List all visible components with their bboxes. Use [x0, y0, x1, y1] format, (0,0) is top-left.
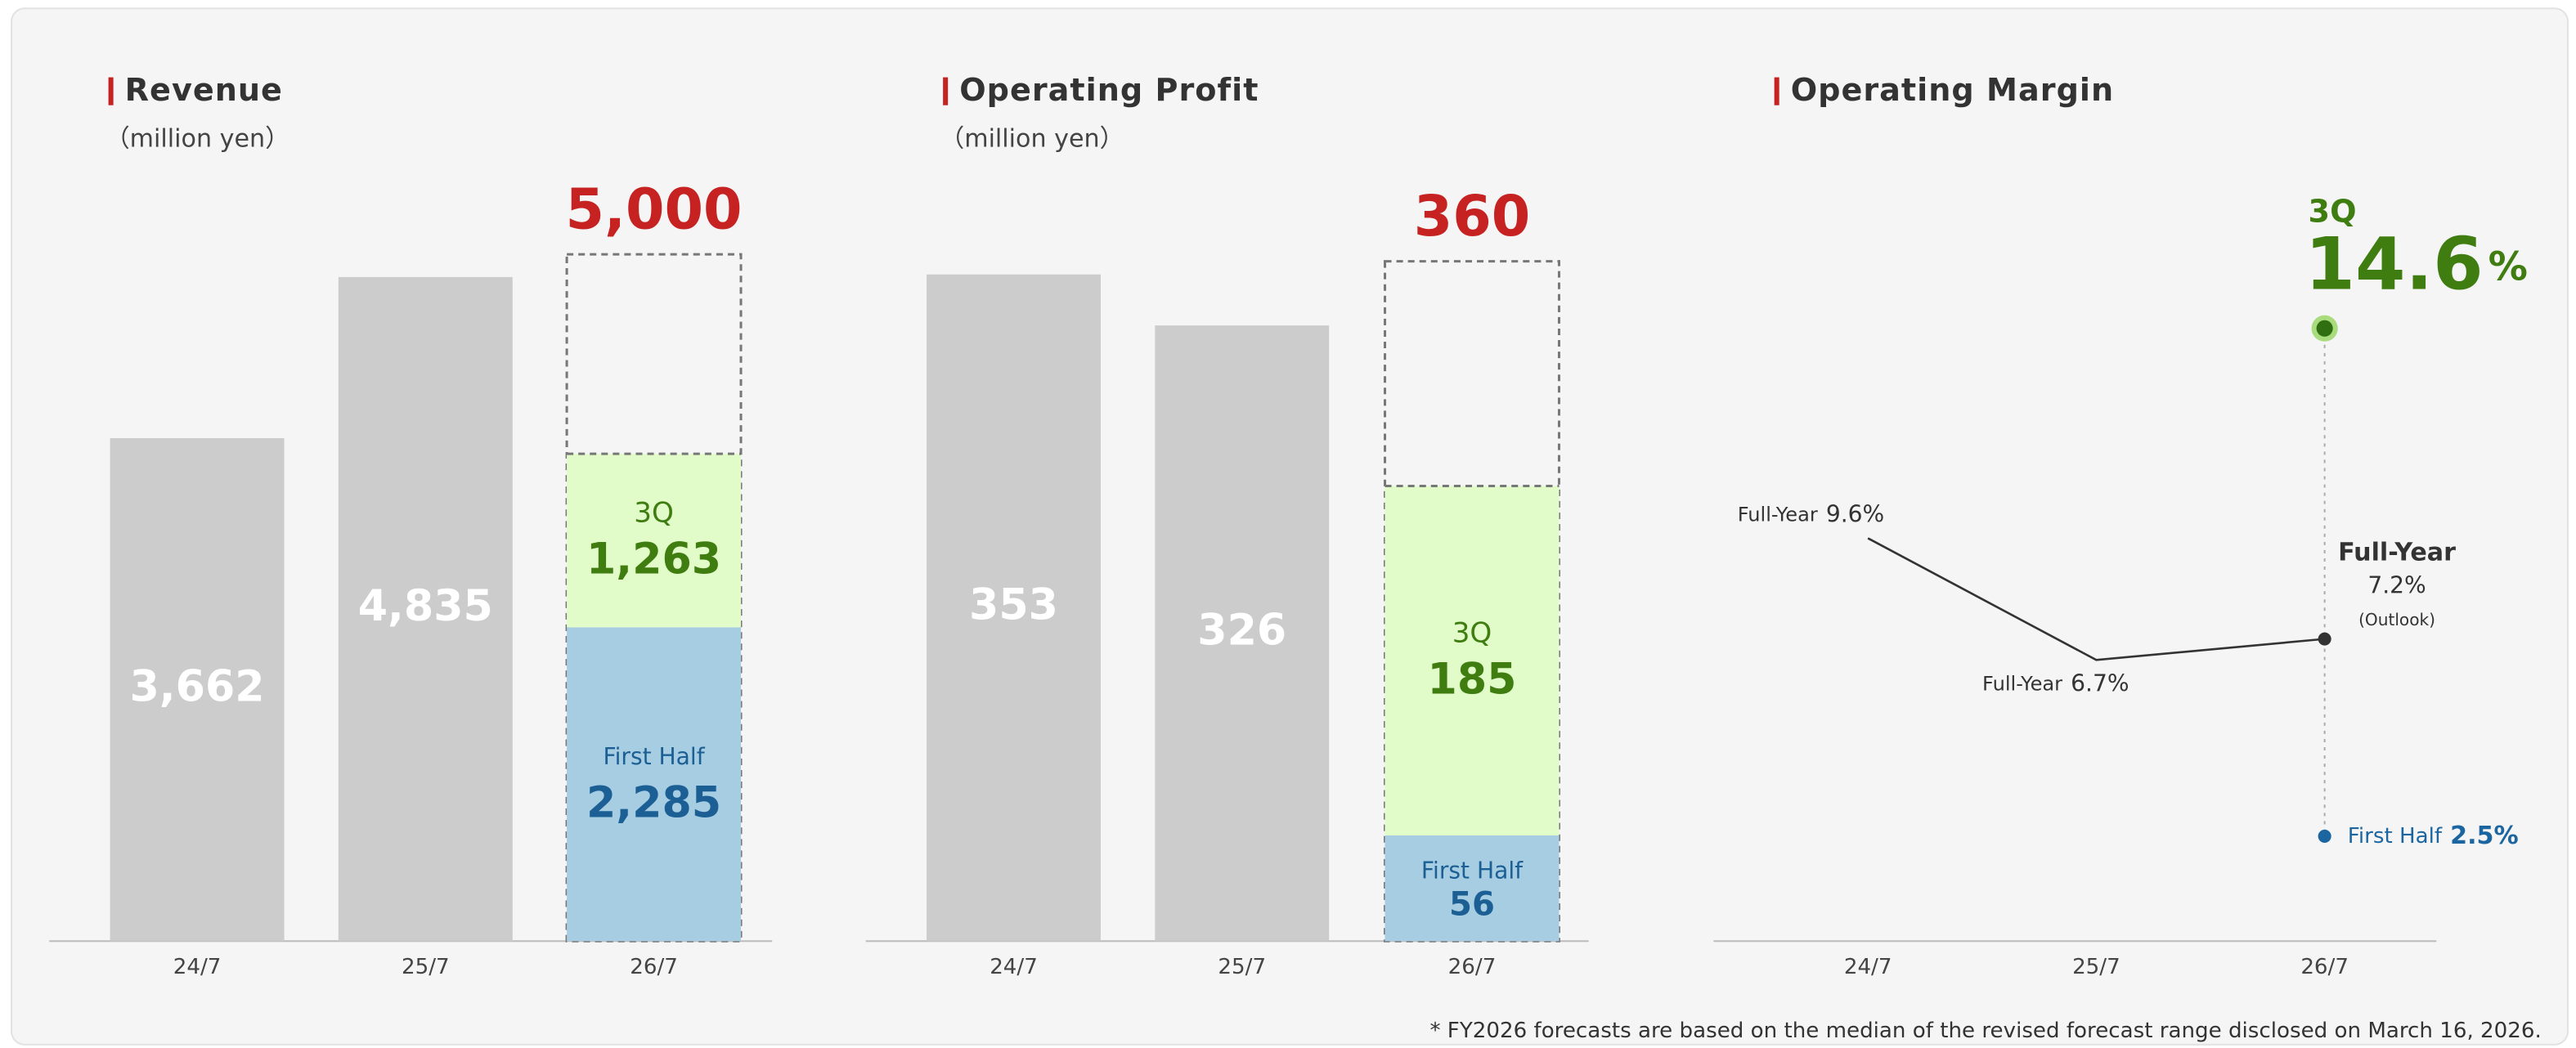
- chart-title: Operating Margin: [1791, 72, 2114, 108]
- x-tick-label: 24/7: [1844, 955, 1892, 979]
- highlight-unit: %: [2488, 244, 2528, 289]
- title-marker: [108, 77, 114, 105]
- title-marker: [943, 77, 949, 105]
- x-tick-label: 25/7: [402, 955, 450, 979]
- point: [2318, 632, 2331, 646]
- x-tick-label: 25/7: [2072, 955, 2120, 979]
- point-label: 7.2%: [2367, 571, 2426, 598]
- chart-subtitle: （million yen）: [940, 124, 1124, 153]
- point-label-group: First Half 2.5%: [2348, 821, 2519, 849]
- highlight-label: 14.6%: [2305, 222, 2528, 307]
- segment-label: 185: [1427, 655, 1516, 704]
- point-name: First Half: [2348, 823, 2443, 848]
- x-tick-label: 26/7: [1448, 955, 1497, 979]
- forecast-label: 5,000: [566, 177, 743, 242]
- point-name: Full-Year: [1738, 503, 1818, 526]
- point: [2316, 320, 2333, 337]
- point-name: Full-Year: [1982, 672, 2062, 695]
- point-label: 6.7%: [2071, 670, 2129, 696]
- bar: [1155, 325, 1330, 942]
- segment-name: 3Q: [634, 497, 674, 530]
- x-tick-label: 26/7: [630, 955, 678, 979]
- bar: [927, 274, 1101, 942]
- stack-segment: [567, 454, 742, 628]
- chart-title: Revenue: [125, 72, 283, 108]
- footnote: * FY2026 forecasts are based on the medi…: [1429, 1019, 2541, 1043]
- point-name: Full-Year: [2338, 539, 2456, 567]
- x-tick-label: 25/7: [1218, 955, 1266, 979]
- highlight-value: 14.6: [2305, 222, 2484, 307]
- point-name: 3Q: [2309, 194, 2357, 230]
- point-note: (Outlook): [2358, 610, 2435, 629]
- stack-segment: [1384, 835, 1560, 942]
- segment-label: 1,263: [586, 535, 721, 584]
- bar-label: 353: [969, 581, 1058, 630]
- bar-label: 3,662: [129, 663, 264, 712]
- bar-label: 326: [1197, 607, 1286, 656]
- bar: [110, 437, 285, 942]
- point: [2318, 829, 2331, 843]
- chart-title: Operating Profit: [959, 72, 1259, 108]
- x-tick-label: 26/7: [2300, 955, 2349, 979]
- segment-name: First Half: [603, 743, 705, 770]
- segment-name: 3Q: [1452, 617, 1492, 650]
- x-tick-label: 24/7: [990, 955, 1038, 979]
- bar-label: 4,835: [358, 582, 493, 631]
- line: [1867, 537, 2325, 661]
- point-label: 2.5%: [2450, 821, 2519, 849]
- segment-label: 2,285: [586, 778, 721, 827]
- chart-subtitle: （million yen）: [105, 124, 290, 153]
- point-label-group: Full-Year 6.7%: [1982, 670, 2129, 696]
- point-label-group: Full-Year 9.6%: [1738, 500, 1885, 527]
- stack-segment: [567, 627, 742, 942]
- segment-label: 56: [1449, 886, 1495, 924]
- title-marker: [1774, 77, 1779, 105]
- segment-name: First Half: [1421, 857, 1524, 884]
- forecast-label: 360: [1414, 185, 1531, 249]
- point-label: 9.6%: [1826, 500, 1884, 527]
- x-tick-label: 24/7: [173, 955, 222, 979]
- stack-segment: [1384, 486, 1560, 835]
- bar: [338, 276, 513, 942]
